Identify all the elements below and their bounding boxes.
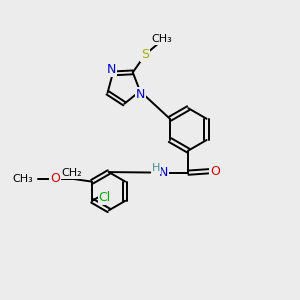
Text: O: O	[50, 172, 60, 185]
Text: N: N	[159, 166, 168, 179]
Text: CH₂: CH₂	[61, 168, 82, 178]
Text: CH₃: CH₃	[13, 174, 33, 184]
Text: S: S	[142, 48, 149, 61]
Text: N: N	[106, 63, 116, 76]
Text: N: N	[136, 88, 145, 101]
Text: O: O	[210, 165, 220, 178]
Text: H: H	[152, 163, 160, 173]
Text: Cl: Cl	[99, 190, 111, 204]
Text: CH₃: CH₃	[151, 34, 172, 44]
